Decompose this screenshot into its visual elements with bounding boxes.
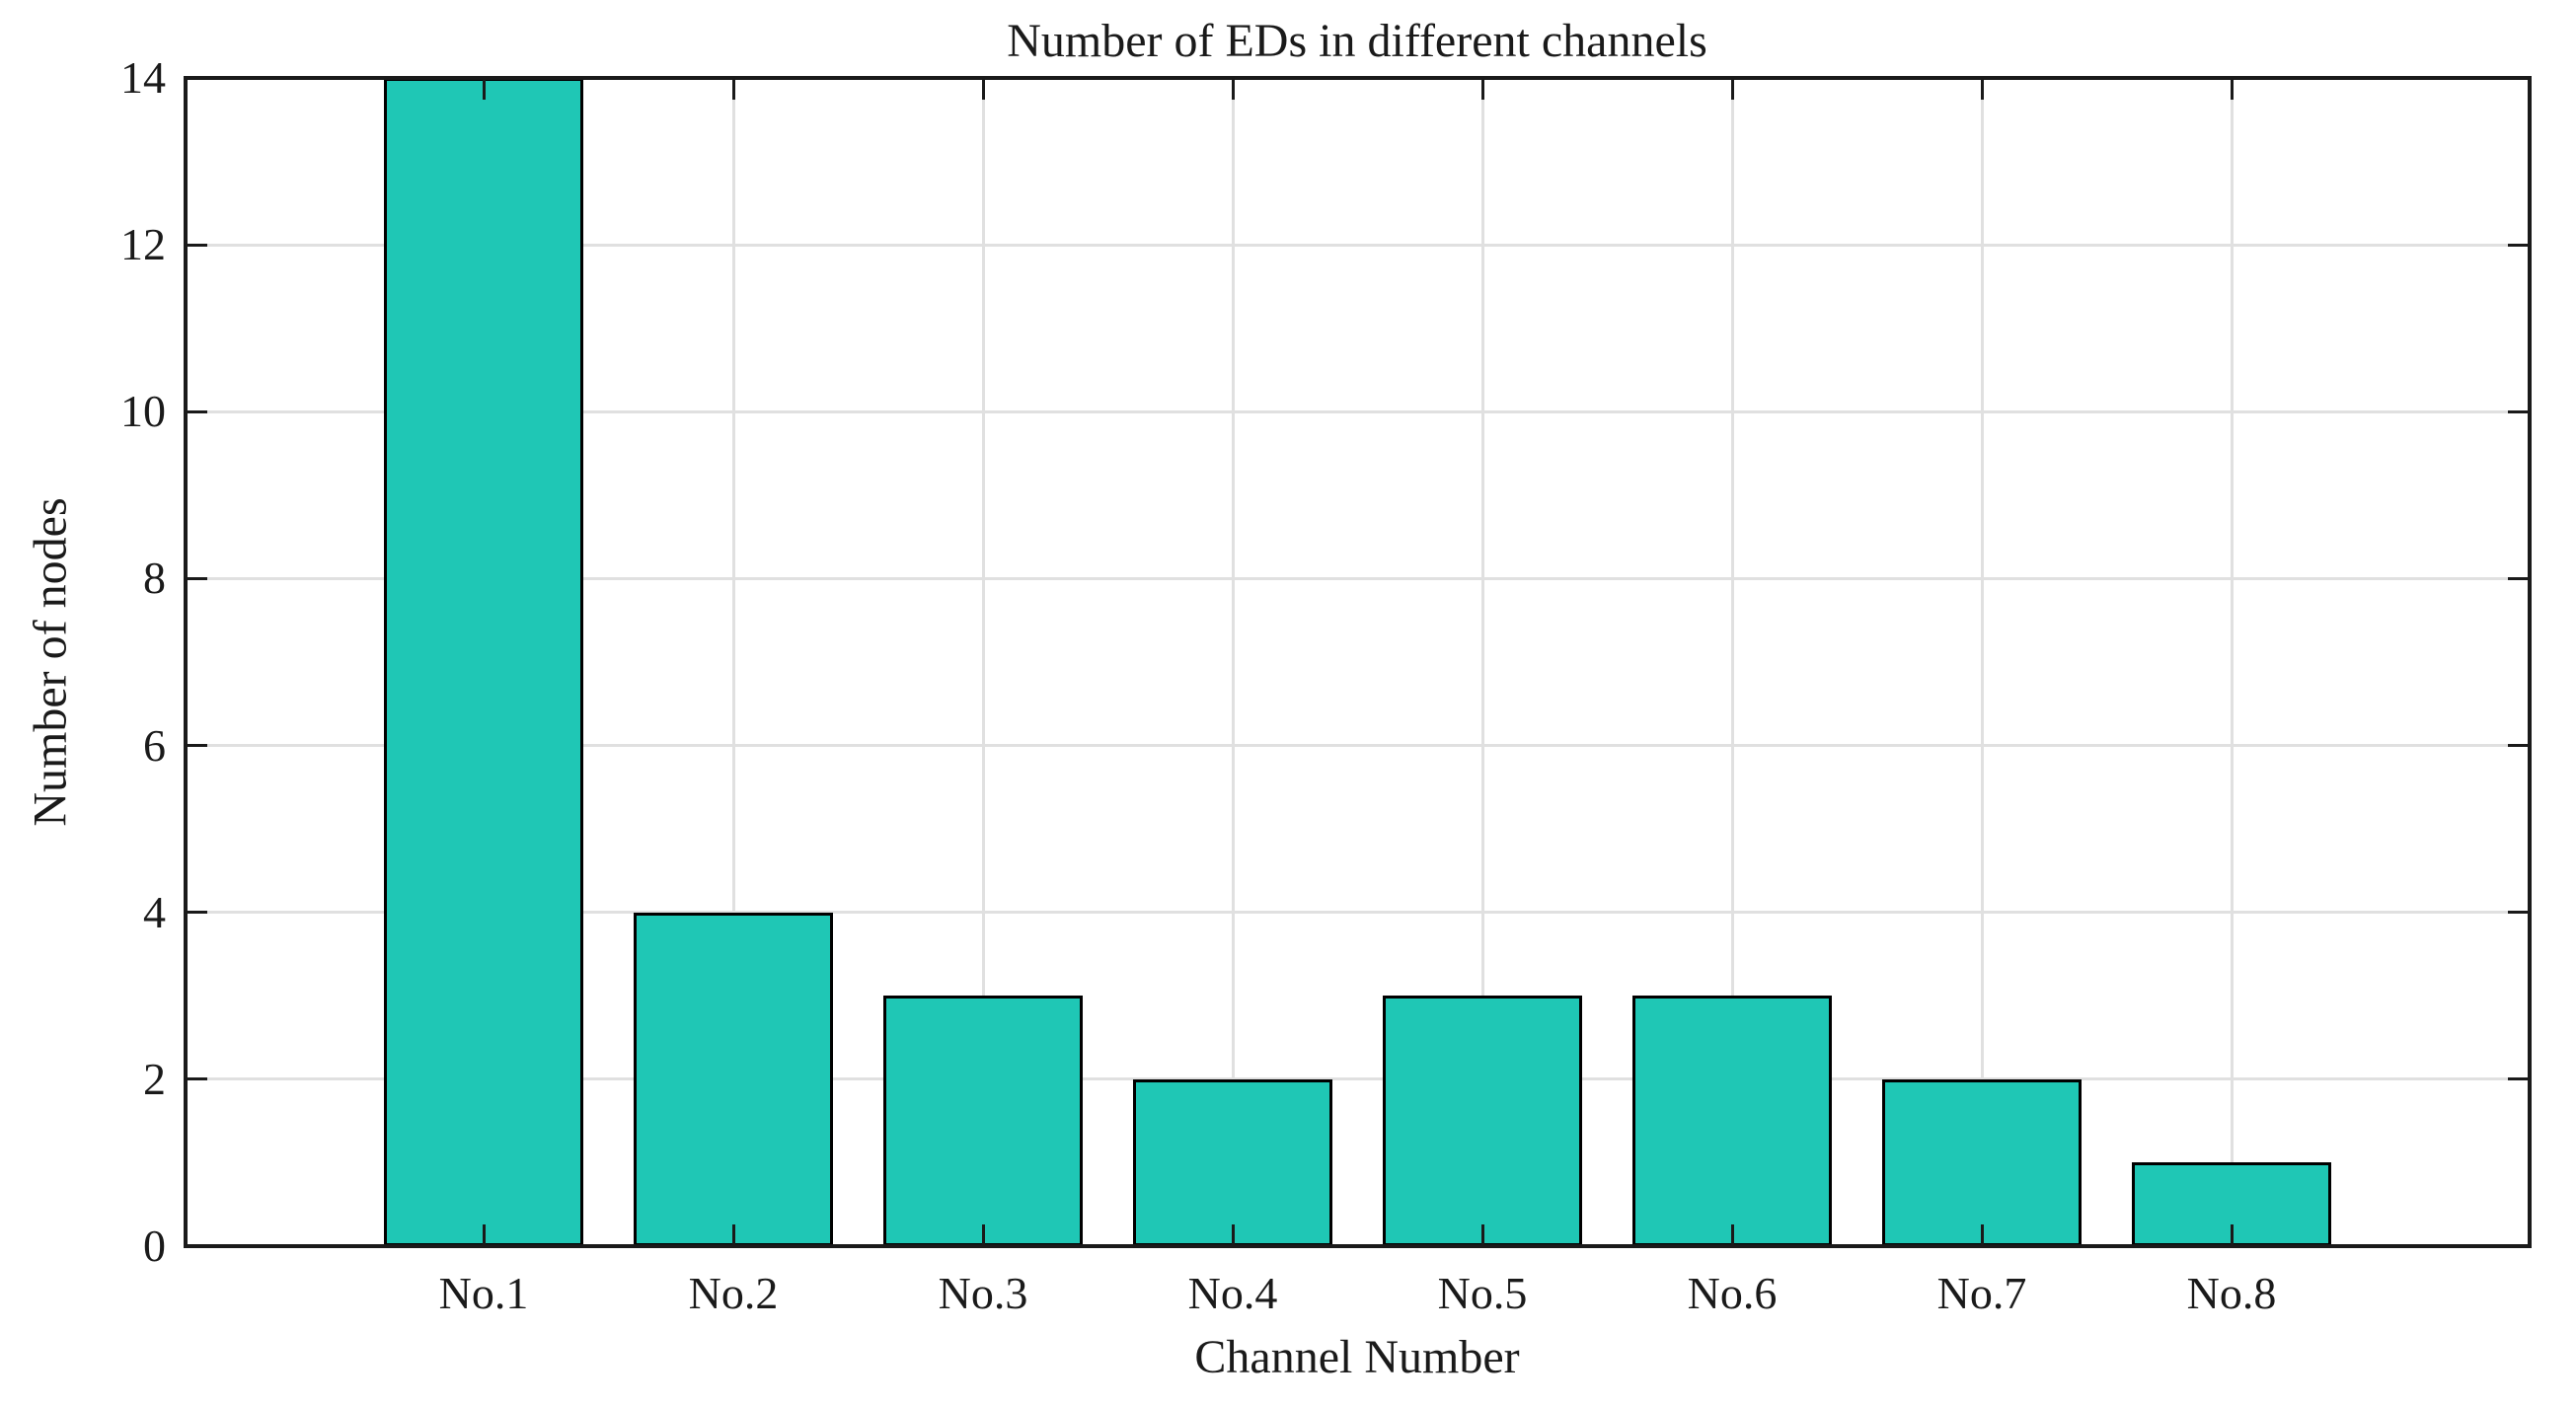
h-gridline xyxy=(186,744,2530,748)
v-gridline xyxy=(2230,78,2234,1246)
x-tick-mark-top xyxy=(981,78,985,100)
h-gridline xyxy=(186,1077,2530,1081)
h-gridline xyxy=(186,911,2530,915)
h-gridline xyxy=(186,243,2530,247)
x-tick-mark-top xyxy=(482,78,486,100)
bar-no-6 xyxy=(1632,996,1832,1246)
x-tick-mark-top xyxy=(1231,78,1235,100)
y-tick-label: 6 xyxy=(143,719,166,771)
y-tick-mark-left xyxy=(186,409,207,413)
y-tick-mark-left xyxy=(186,1077,207,1081)
y-tick-mark-right xyxy=(2508,911,2530,915)
x-tick-label: No.6 xyxy=(1687,1268,1778,1318)
x-tick-label: No.1 xyxy=(438,1268,529,1318)
x-tick-label: No.3 xyxy=(938,1268,1028,1318)
y-tick-mark-right xyxy=(2508,409,2530,413)
y-tick-mark-right xyxy=(2508,576,2530,580)
x-tick-mark-bottom xyxy=(731,1224,735,1246)
y-tick-mark-left xyxy=(186,911,207,915)
x-tick-mark-bottom xyxy=(1730,1224,1734,1246)
x-tick-mark-top xyxy=(2230,78,2234,100)
x-tick-label: No.4 xyxy=(1187,1268,1278,1318)
bar-no-3 xyxy=(883,996,1083,1246)
x-tick-label: No.7 xyxy=(1936,1268,2027,1318)
x-tick-mark-bottom xyxy=(981,1224,985,1246)
x-tick-mark-bottom xyxy=(1980,1224,1984,1246)
y-tick-mark-left xyxy=(186,576,207,580)
x-tick-label: No.8 xyxy=(2186,1268,2277,1318)
y-axis-label: Number of nodes xyxy=(24,497,77,827)
bar-no-7 xyxy=(1882,1078,2082,1246)
x-tick-mark-top xyxy=(1980,78,1984,100)
y-tick-label: 2 xyxy=(143,1053,166,1104)
x-tick-mark-top xyxy=(731,78,735,100)
y-tick-label: 14 xyxy=(120,52,166,103)
y-tick-label: 10 xyxy=(120,386,166,437)
bar-no-1 xyxy=(384,78,583,1246)
v-gridline xyxy=(731,78,735,1246)
y-tick-label: 12 xyxy=(120,219,166,270)
x-tick-mark-bottom xyxy=(482,1224,486,1246)
x-tick-label: No.2 xyxy=(688,1268,779,1318)
x-tick-mark-bottom xyxy=(1231,1224,1235,1246)
chart-title: Number of EDs in different channels xyxy=(1007,15,1707,67)
v-gridline xyxy=(1730,78,1734,1246)
x-tick-label: No.5 xyxy=(1437,1268,1528,1318)
bar-no-2 xyxy=(634,912,833,1246)
y-tick-label: 8 xyxy=(143,553,166,604)
y-tick-mark-right xyxy=(2508,744,2530,748)
x-tick-mark-top xyxy=(1480,78,1484,100)
h-gridline xyxy=(186,409,2530,413)
y-tick-mark-right xyxy=(2508,1077,2530,1081)
v-gridline xyxy=(1231,78,1235,1246)
y-tick-label: 0 xyxy=(143,1221,166,1271)
y-tick-mark-right xyxy=(2508,243,2530,247)
x-tick-mark-top xyxy=(1730,78,1734,100)
bar-no-4 xyxy=(1133,1078,1332,1246)
x-axis-label: Channel Number xyxy=(1194,1331,1520,1383)
y-tick-label: 4 xyxy=(143,886,166,937)
x-tick-mark-bottom xyxy=(2230,1224,2234,1246)
v-gridline xyxy=(1480,78,1484,1246)
bar-no-5 xyxy=(1383,996,1582,1246)
y-tick-mark-left xyxy=(186,744,207,748)
plot-area xyxy=(184,76,2532,1248)
v-gridline xyxy=(1980,78,1984,1246)
x-tick-mark-bottom xyxy=(1480,1224,1484,1246)
h-gridline xyxy=(186,576,2530,580)
y-tick-mark-left xyxy=(186,243,207,247)
v-gridline xyxy=(981,78,985,1246)
